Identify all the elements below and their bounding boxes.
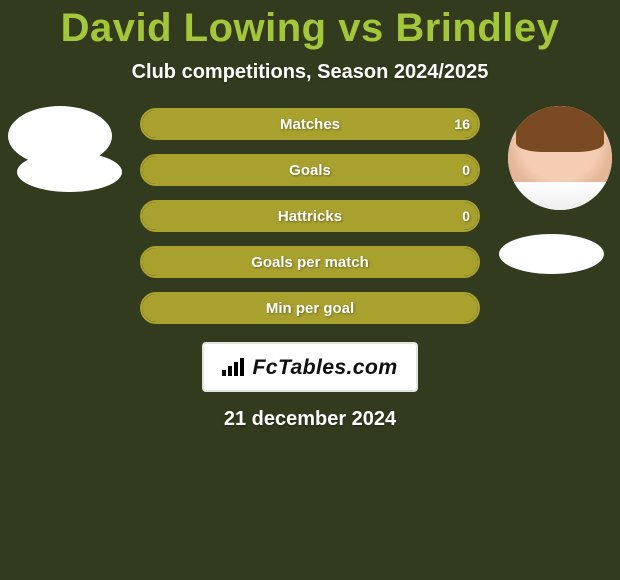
stat-bar-fill-left	[142, 294, 478, 322]
player-right-club-oval	[499, 234, 604, 274]
stat-row: Matches16	[140, 108, 480, 140]
brand-badge: FcTables.com	[202, 342, 418, 392]
brand-text: FcTables.com	[252, 355, 397, 380]
subtitle: Club competitions, Season 2024/2025	[0, 61, 620, 84]
stat-bar-fill-left	[142, 248, 478, 276]
stat-bar-track	[140, 154, 480, 186]
stat-bar-fill-right	[142, 156, 478, 184]
stat-value-right: 0	[462, 200, 470, 232]
footer-date: 21 december 2024	[0, 408, 620, 431]
stat-row: Goals0	[140, 154, 480, 186]
avatar-jersey-placeholder	[508, 182, 612, 210]
stat-bar-track	[140, 246, 480, 278]
stat-row: Goals per match	[140, 246, 480, 278]
stats-bars: Matches16 Goals0 Hattricks0 Goals per match…	[140, 108, 480, 324]
avatar-hair-placeholder	[516, 106, 604, 152]
stat-value-right: 0	[462, 154, 470, 186]
page-title: David Lowing vs Brindley	[0, 6, 620, 51]
infographic-root: David Lowing vs Brindley Club competitio…	[0, 0, 620, 431]
stat-row: Min per goal	[140, 292, 480, 324]
stat-bar-fill-right	[142, 110, 478, 138]
stat-bar-track	[140, 108, 480, 140]
stat-bar-track	[140, 292, 480, 324]
stat-bar-fill-right	[142, 202, 478, 230]
stat-bar-track	[140, 200, 480, 232]
stat-row: Hattricks0	[140, 200, 480, 232]
comparison-stage: .avatar-left { width:105px; height:42px;…	[0, 108, 620, 324]
bar-chart-icon	[222, 358, 244, 376]
player-right-avatar	[508, 106, 612, 210]
stat-value-right: 16	[454, 108, 470, 140]
player-left-club-oval	[17, 152, 122, 192]
